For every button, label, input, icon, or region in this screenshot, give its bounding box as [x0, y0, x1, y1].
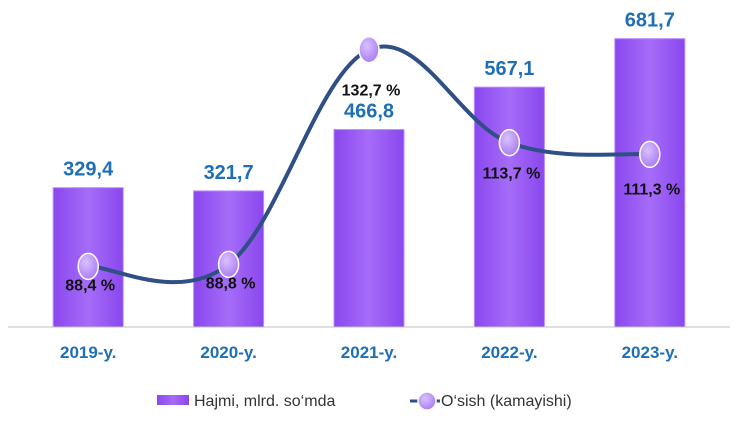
legend-marker-swatch [417, 391, 437, 411]
category-label: 2023-y. [622, 343, 678, 362]
growth-line-layer [77, 35, 661, 285]
bar-value-label: 681,7 [625, 10, 675, 32]
growth-value-label: 88,4 % [65, 277, 115, 294]
legend-bar-label: Hajmi, mlrd. so‘mda [194, 393, 335, 410]
bar-2023-y. [614, 38, 686, 328]
bar-value-label: 321,7 [204, 162, 254, 184]
growth-value-label: 113,7 % [482, 166, 540, 183]
legend-bar-swatch [157, 395, 189, 405]
growth-marker [639, 140, 661, 169]
bar-labels-layer: 329,4 321,7 466,8 567,1 681,7 [63, 10, 675, 184]
legend-line-label: O‘sish (kamayishi) [441, 393, 572, 410]
legend: Hajmi, mlrd. so‘mda O‘sish (kamayishi) [157, 391, 572, 411]
category-label: 2021-y. [341, 343, 397, 362]
bars-layer [52, 38, 686, 328]
growth-value-label: 111,3 % [623, 181, 680, 198]
growth-value-label: 132,7 % [342, 83, 401, 100]
category-label: 2020-y. [200, 343, 256, 362]
bar-value-label: 466,8 [344, 101, 394, 123]
growth-marker [217, 250, 240, 279]
bar-2022-y. [473, 86, 545, 328]
bar-value-label: 567,1 [484, 58, 534, 80]
growth-labels-layer: 88,4 % 88,8 % 132,7 % 113,7 % 111,3 % [65, 83, 680, 295]
growth-marker [358, 35, 380, 64]
legend-item-line: O‘sish (kamayishi) [410, 391, 572, 411]
category-label: 2022-y. [481, 343, 537, 362]
legend-item-bar: Hajmi, mlrd. so‘mda [157, 393, 335, 410]
bar-2021-y. [333, 129, 405, 328]
category-labels-layer: 2019-y. 2020-y. 2021-y. 2022-y. 2023-y. [60, 343, 678, 362]
growth-marker [498, 128, 521, 157]
category-label: 2019-y. [60, 343, 116, 362]
bar-value-label: 329,4 [63, 159, 114, 181]
growth-value-label: 88,8 % [206, 275, 256, 292]
growth-marker [77, 252, 99, 281]
